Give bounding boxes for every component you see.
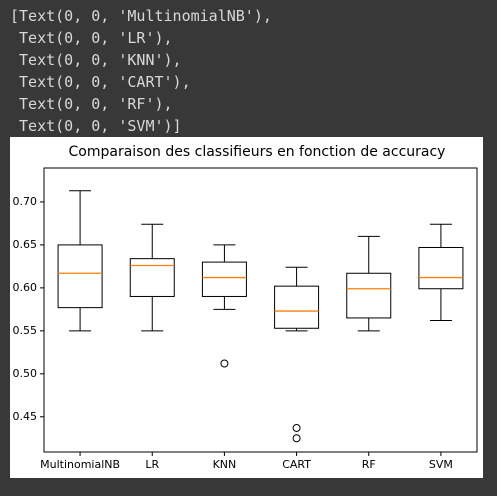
y-tick-label: 0.55: [13, 324, 38, 337]
box: [274, 285, 320, 329]
box: [346, 272, 392, 319]
output-line: [Text(0, 0, 'MultinomialNB'),: [10, 7, 272, 25]
y-tick-label: 0.70: [13, 195, 38, 208]
y-tick-label: 0.65: [13, 238, 38, 251]
x-tick-label: RF: [362, 458, 376, 471]
x-tick-label: CART: [282, 458, 311, 471]
flier: [220, 359, 229, 368]
box: [129, 258, 175, 297]
output-line: Text(0, 0, 'RF'),: [10, 95, 173, 113]
output-line: Text(0, 0, 'LR'),: [10, 29, 173, 47]
output-line: Text(0, 0, 'SVM')]: [10, 117, 182, 135]
box: [57, 244, 103, 309]
x-tick-label: SVM: [429, 458, 453, 471]
x-tick-label: LR: [145, 458, 159, 471]
flier: [292, 423, 301, 432]
chart-title: Comparaison des classifieurs en fonction…: [69, 144, 446, 160]
output-line: Text(0, 0, 'CART'),: [10, 73, 191, 91]
plot-frame: [43, 167, 478, 453]
y-tick-label: 0.50: [13, 367, 38, 380]
y-tick-label: 0.60: [13, 281, 38, 294]
box: [418, 246, 464, 290]
box: [201, 261, 247, 297]
output-line: Text(0, 0, 'KNN'),: [10, 51, 182, 69]
flier: [292, 434, 301, 443]
output-text: [Text(0, 0, 'MultinomialNB'), Text(0, 0,…: [10, 5, 272, 137]
x-tick-label: MultinomialNB: [40, 458, 120, 471]
y-tick-label: 0.45: [13, 410, 38, 423]
x-tick-label: KNN: [213, 458, 237, 471]
